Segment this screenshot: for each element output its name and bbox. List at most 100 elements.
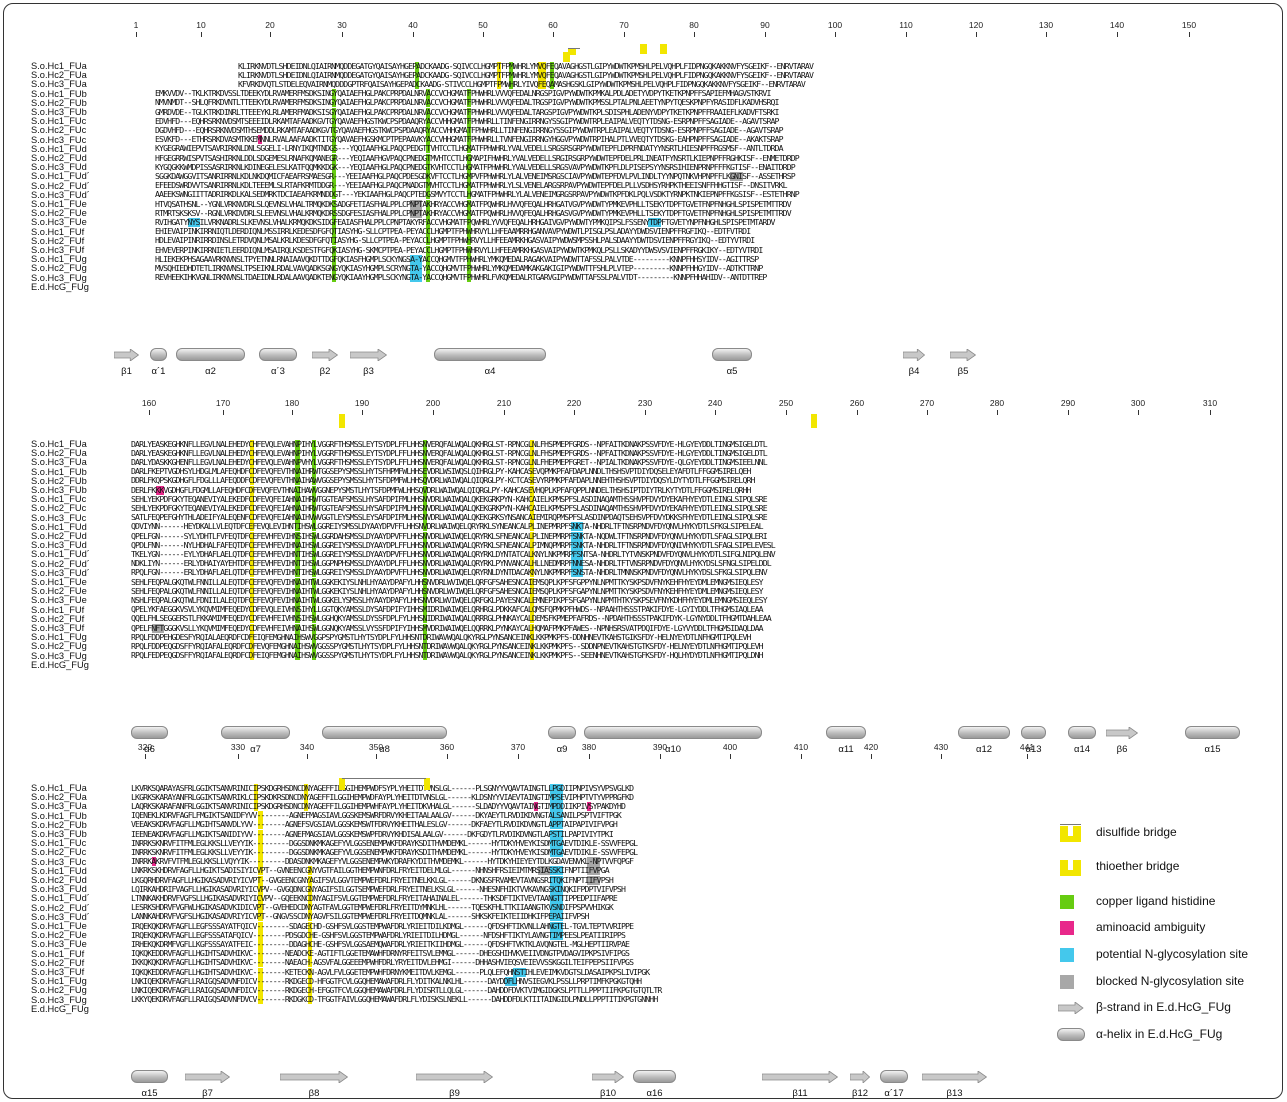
sequence-name: S.o.Hc1_FUa (31, 439, 87, 449)
sequence-name: S.o.Hc3_FUd (31, 884, 87, 895)
green-residue-highlight (467, 254, 472, 264)
legend-label: β-strand in E.d.HcG_FUg (1096, 1000, 1231, 1014)
green-residue-highlight (426, 89, 431, 99)
sequence-residues: RPQLFGN------ERLYDHAFLAELQTDFCEFEVHFEVIH… (131, 567, 768, 578)
sequence-residues: ESVKFD---ETHRSRKDVASMTKKEMNNLRVALAAFAADK… (155, 134, 784, 145)
position-tick-mark (765, 32, 766, 37)
bridge-connector (339, 414, 345, 428)
cyan-residue-highlight (550, 811, 563, 821)
yellow-residue-highlight (250, 540, 255, 550)
alpha-helix-shape (434, 348, 546, 361)
green-residue-highlight (295, 448, 300, 458)
green-residue-highlight (311, 448, 316, 458)
yellow-residue-highlight (529, 623, 534, 633)
yellow-residue-highlight (529, 614, 534, 624)
secondary-structure-label: β2 (319, 366, 331, 377)
green-residue-highlight (422, 605, 427, 615)
secondary-structure-label: β12 (851, 1088, 869, 1099)
position-tick-label: 60 (548, 20, 558, 30)
disulfide-legend-line (1060, 824, 1081, 825)
position-tick-mark (589, 754, 590, 759)
green-residue-highlight (426, 107, 431, 117)
cyan-residue-highlight (550, 921, 563, 931)
position-tick-label: 340 (299, 742, 315, 752)
yellow-residue-highlight (250, 531, 255, 541)
sequence-residues: RVIHGATYNYSILVRKNADRLSLKEVNSLVHALKRMQKDK… (155, 216, 775, 227)
sequence-name: S.o.Hc1_FUe (31, 921, 87, 931)
sequence-residues: IRHEKQKDRMFVGFLLKGFSSSAYATFEIC---------D… (131, 938, 630, 949)
sequence-name: S.o.Hc2_FUd (31, 531, 87, 541)
green-residue-highlight (422, 457, 427, 467)
sequence-residues: NSHLFEQPALGKQTWLFDNIILALEQTDFCEFEVQFEVIH… (131, 594, 768, 605)
alpha-helix-shape (1068, 726, 1096, 739)
position-tick-mark (1117, 32, 1118, 37)
bridge-connector (424, 778, 430, 790)
position-tick-mark (342, 32, 343, 37)
thioether-legend-swatch (1060, 860, 1068, 870)
secondary-structure-label: α8 (379, 744, 390, 755)
position-tick-label: 370 (510, 742, 526, 752)
cyan-residue-highlight (550, 903, 563, 913)
green-residue-highlight (311, 513, 316, 523)
position-tick-mark (553, 32, 554, 37)
green-residue-highlight (467, 273, 472, 283)
cyan-residue-highlight (550, 884, 563, 894)
cyan-residue-highlight (550, 783, 563, 793)
green-residue-highlight (331, 107, 336, 117)
position-tick-label: 190 (354, 398, 370, 408)
sequence-name: S.o.Hc2_FUa (31, 792, 87, 803)
cyan-residue-highlight (409, 273, 423, 283)
sequence-name: S.o.Hc3_FUf (31, 623, 85, 633)
bridge-line (342, 778, 426, 779)
position-tick-mark (270, 32, 271, 37)
yellow-residue-highlight (529, 595, 534, 605)
yellow-residue-highlight (307, 921, 312, 931)
position-tick-label: 150 (1181, 20, 1197, 30)
disulfide-legend-swatch (1073, 826, 1081, 836)
bridge-connector (563, 52, 570, 62)
gray-residue-highlight (587, 857, 600, 867)
green-residue-highlight (422, 641, 427, 651)
green-residue-highlight (467, 181, 472, 191)
yellow-residue-highlight (307, 939, 312, 949)
yellow-residue-highlight (529, 448, 534, 458)
sequence-residues: INRRKAKRVFVTFMLEGLKKSLLVQYYIK---------DD… (131, 856, 634, 867)
yellow-residue-highlight (258, 866, 263, 876)
secondary-structure-label: β10 (599, 1088, 617, 1099)
secondary-structure-label: β4 (908, 366, 920, 377)
green-residue-highlight (422, 494, 427, 504)
position-tick-mark (1210, 410, 1211, 415)
alpha-helix-shape (584, 726, 762, 739)
sequence-residues: DARLFKEPTVGDHSYLHDGLMLAFEQHDFCDFEVQFEVTH… (131, 466, 751, 477)
sequence-name: S.o.Hc1_FUe (31, 577, 87, 587)
position-tick-label: 280 (989, 398, 1005, 408)
magenta-legend-swatch (1060, 921, 1074, 935)
green-residue-highlight (295, 494, 300, 504)
sequence-residues: SEHLYEKPDFGKYTEQANEVIYALEKEDFCDFEVQFEIAH… (131, 502, 768, 513)
green-residue-highlight (550, 61, 555, 71)
yellow-residue-highlight (529, 651, 534, 661)
sequence-name: S.o.Hc2_FUd (31, 153, 87, 163)
secondary-structure-label: α´17 (884, 1088, 904, 1099)
green-residue-highlight (426, 199, 431, 209)
sequence-name: S.o.Hc1_FUb (31, 88, 87, 99)
yellow-residue-highlight (250, 641, 255, 651)
position-tick-label: 250 (778, 398, 794, 408)
cyan-residue-highlight (550, 792, 563, 802)
position-tick-label: 290 (1060, 398, 1076, 408)
green-residue-highlight (467, 236, 472, 246)
sequence-residues: DGDVHFD---EQHRSRKNVDSMTHSEMDDLRKAMTAFAAD… (155, 124, 784, 135)
position-tick-mark (413, 32, 414, 37)
green-residue-highlight (311, 614, 316, 624)
cyan-legend-swatch (1060, 948, 1074, 962)
sequence-name: S.o.Hc3_FUd´ (31, 567, 90, 578)
yellow-residue-highlight (496, 61, 502, 71)
green-residue-highlight (426, 190, 431, 200)
cyan-residue-highlight (550, 838, 563, 848)
yellow-residue-highlight (307, 958, 312, 968)
legend-label: aminoacid ambiguity (1096, 920, 1206, 934)
green-residue-highlight (422, 540, 427, 550)
yellow-residue-highlight (258, 838, 263, 848)
green-residue-highlight (422, 559, 427, 569)
cyan-residue-highlight (570, 549, 584, 559)
